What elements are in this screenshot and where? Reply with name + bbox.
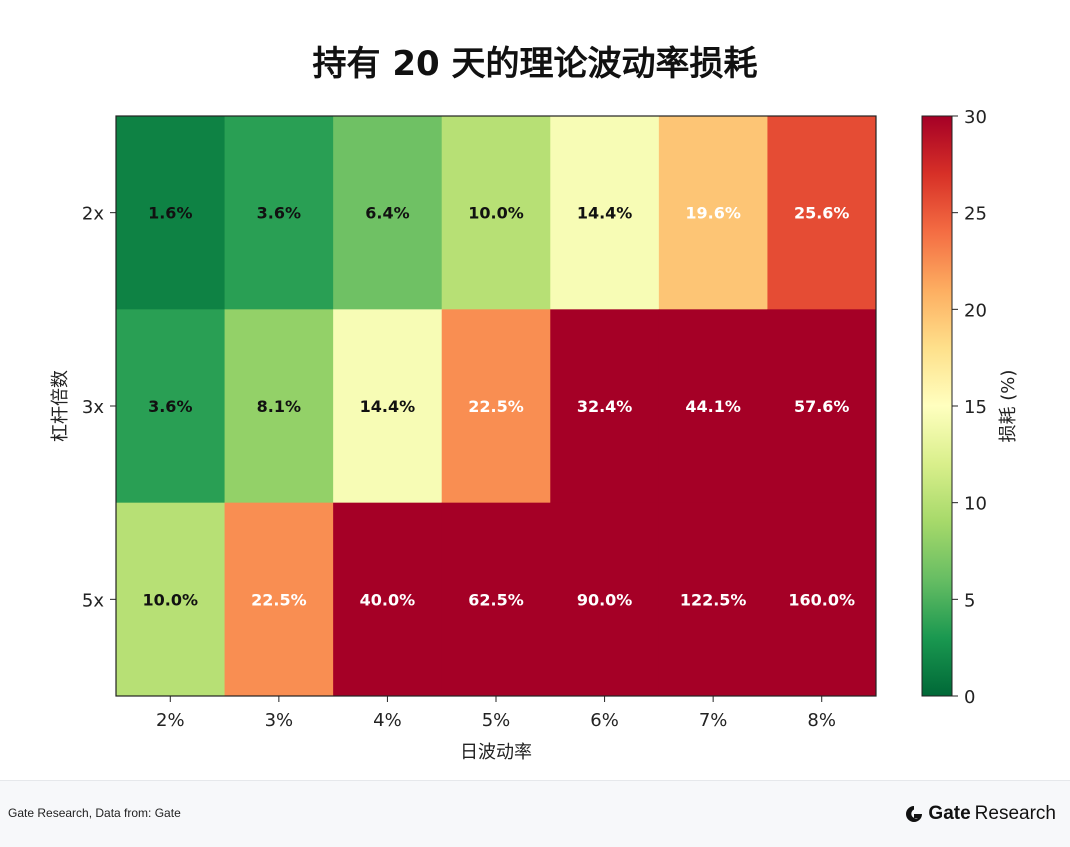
heatmap-cell [441, 309, 551, 504]
cell-label: 3.6% [257, 204, 301, 223]
cell-label: 10.0% [468, 204, 524, 223]
cell-label: 122.5% [680, 590, 747, 609]
cell-label: 8.1% [257, 397, 301, 416]
colorbar-tick-label: 25 [964, 204, 987, 225]
cell-label: 160.0% [788, 590, 855, 609]
x-axis-label: 日波动率 [460, 742, 532, 763]
cell-label: 6.4% [365, 204, 409, 223]
y-tick-label: 2x [82, 204, 104, 225]
heatmap-cell [224, 502, 334, 697]
gate-logo-icon [906, 806, 923, 822]
heatmap-cell [116, 309, 226, 504]
heatmap-cell [767, 309, 877, 504]
y-tick-label: 3x [82, 397, 104, 418]
x-tick-label: 8% [807, 710, 836, 731]
cell-label: 3.6% [148, 397, 192, 416]
x-tick-label: 3% [265, 710, 294, 731]
colorbar-tick-label: 0 [964, 687, 975, 708]
heatmap-cell [116, 116, 226, 310]
brand-name: Gate [928, 803, 971, 824]
heatmap-cell [116, 502, 226, 697]
heatmap-cell [333, 116, 443, 310]
footer-source: Gate Research, Data from: Gate [8, 806, 181, 820]
colorbar-tick-label: 15 [964, 397, 987, 418]
heatmap-cell [224, 116, 334, 310]
cell-label: 90.0% [577, 590, 633, 609]
heatmap-cell [658, 309, 768, 504]
x-tick-label: 4% [373, 710, 402, 731]
footer-brand: Gate Research [904, 800, 1056, 828]
x-tick-label: 7% [699, 710, 728, 731]
heatmap-chart: 1.6% 3.6% 6.4% 10.0% 14.4% 19.6% 25.6% 3.6% 8.1%… [50, 107, 1019, 763]
heatmap-cell [767, 116, 877, 310]
footer-divider [0, 780, 1070, 781]
cell-label: 40.0% [360, 590, 416, 609]
heatmap-cell [441, 502, 551, 697]
y-axis-label: 杠杆倍数 [50, 370, 71, 442]
colorbar-tick-label: 30 [964, 107, 987, 128]
cell-label: 19.6% [685, 204, 741, 223]
cell-label: 57.6% [794, 397, 850, 416]
cell-label: 10.0% [143, 590, 199, 609]
colorbar-tick-label: 10 [964, 494, 987, 515]
cell-label: 62.5% [468, 590, 524, 609]
heatmap-cell [441, 116, 551, 310]
heatmap-cell [550, 309, 660, 504]
heatmap-cell [550, 502, 660, 697]
heatmap-cell [333, 309, 443, 504]
colorbar [921, 115, 953, 697]
heatmap-cell [550, 116, 660, 310]
x-tick-label: 5% [482, 710, 511, 731]
cell-label: 14.4% [360, 397, 416, 416]
heatmap-cell [333, 502, 443, 697]
cell-label: 25.6% [794, 204, 850, 223]
heatmap-cell [224, 309, 334, 504]
cell-label: 1.6% [148, 204, 192, 223]
heatmap-cell [658, 116, 768, 310]
cell-label: 32.4% [577, 397, 633, 416]
colorbar-label: 损耗 (%) [998, 370, 1019, 443]
heatmap-cell [658, 502, 768, 697]
cell-label: 22.5% [468, 397, 524, 416]
colorbar-tick-label: 5 [964, 590, 975, 611]
cell-label: 22.5% [251, 590, 307, 609]
cell-label: 44.1% [685, 397, 741, 416]
heatmap-cell [767, 502, 877, 697]
chart-title: 持有 20 天的理论波动率损耗 [312, 44, 758, 84]
x-tick-label: 6% [590, 710, 619, 731]
x-tick-label: 2% [156, 710, 185, 731]
colorbar-tick-label: 20 [964, 300, 987, 321]
y-tick-label: 5x [82, 590, 104, 611]
brand-suffix: Research [974, 803, 1056, 824]
cell-label: 14.4% [577, 204, 633, 223]
